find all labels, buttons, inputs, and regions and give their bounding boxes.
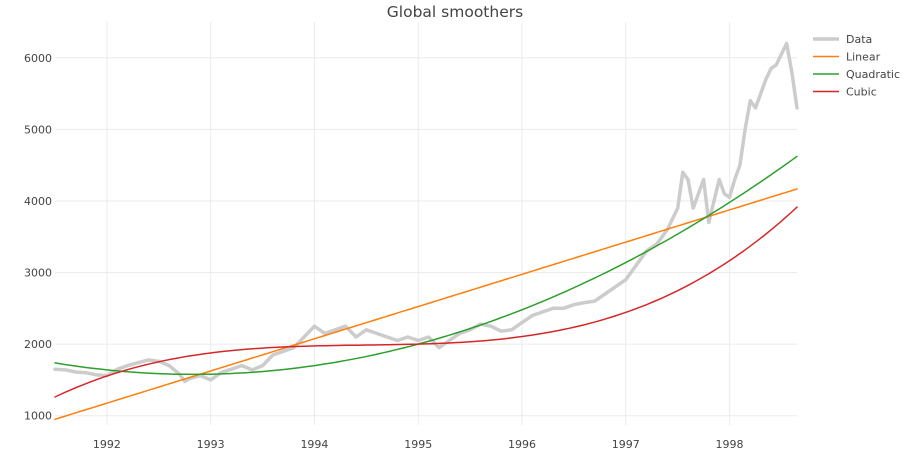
y-tick-label: 4000 xyxy=(24,195,52,208)
legend-label: Data xyxy=(846,33,872,46)
x-tick-label: 1998 xyxy=(716,438,744,451)
x-tick-label: 1997 xyxy=(612,438,640,451)
legend-item-cubic[interactable]: Cubic xyxy=(813,86,877,99)
legend-item-quadratic[interactable]: Quadratic xyxy=(813,68,900,81)
x-tick-label: 1993 xyxy=(197,438,225,451)
y-tick-label: 1000 xyxy=(24,410,52,423)
y-tick-label: 6000 xyxy=(24,52,52,65)
series-line-data[interactable] xyxy=(53,41,799,384)
x-tick-label: 1994 xyxy=(300,438,328,451)
series-line-quadratic[interactable] xyxy=(54,155,798,376)
legend-label: Quadratic xyxy=(846,68,900,81)
legend[interactable]: Data Linear Quadratic Cubic xyxy=(813,33,900,99)
legend-item-linear[interactable]: Linear xyxy=(813,51,881,64)
x-tick-label: 1992 xyxy=(93,438,121,451)
series-line-cubic[interactable] xyxy=(54,206,798,398)
y-tick-label: 5000 xyxy=(24,123,52,136)
series-line-linear[interactable] xyxy=(54,188,798,421)
plot-area xyxy=(53,41,799,421)
y-tick-label: 2000 xyxy=(24,338,52,351)
legend-label: Cubic xyxy=(846,86,877,99)
legend-item-data[interactable]: Data xyxy=(813,33,872,46)
chart-title: Global smoothers xyxy=(387,3,523,21)
legend-label: Linear xyxy=(846,51,881,64)
axes: 1992 1993 1994 1995 1996 1997 1998 1000 2000 3000… xyxy=(24,52,744,451)
x-tick-label: 1996 xyxy=(508,438,536,451)
x-tick-label: 1995 xyxy=(404,438,432,451)
y-tick-label: 3000 xyxy=(24,267,52,280)
